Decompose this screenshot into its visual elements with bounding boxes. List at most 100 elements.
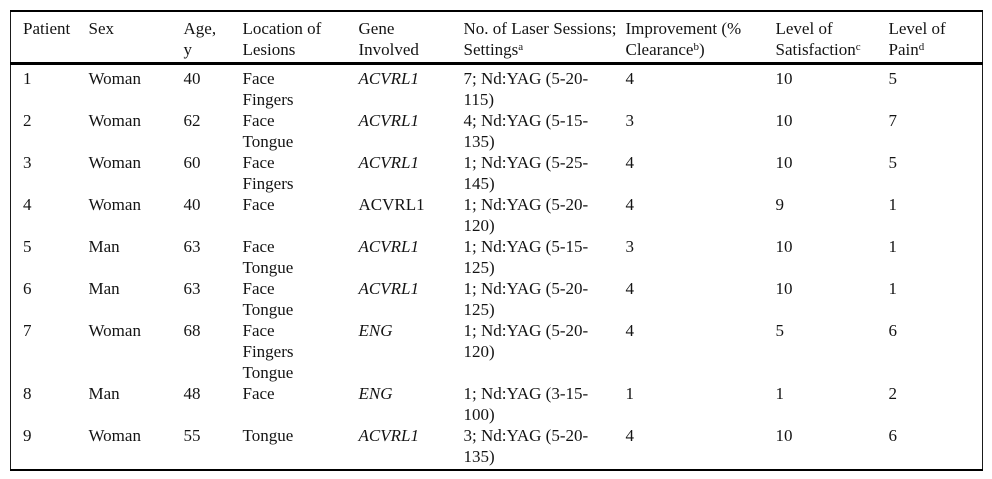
cell-satisfaction: 10 [775,111,793,130]
table-row: 4 Woman 40 Face ACVRL1 1; Nd:YAG (5-20- … [11,194,983,236]
cell-satisfaction: 1 [775,384,785,403]
col-header-location: Location of Lesions [242,11,359,65]
cell-age: 62 [183,111,201,130]
cell-improvement: 1 [625,384,635,403]
footnote-marker-c: c [855,41,861,53]
cell-satisfaction: 10 [775,426,793,445]
cell-location: Face Fingers [242,69,294,109]
cell-patient: 2 [23,111,32,130]
footnote-marker-a: a [518,41,524,53]
cell-sessions: 1; Nd:YAG (5-20- 120) [463,195,589,235]
patient-table-container: Patient Sex Age, y Location of Lesions G… [10,10,992,471]
cell-location: Face Tongue [242,279,294,319]
cell-location: Face [242,195,275,214]
cell-age: 55 [183,426,201,445]
cell-location: Face Fingers Tongue [242,321,294,382]
cell-sessions: 4; Nd:YAG (5-15- 135) [463,111,589,151]
table-header-row: Patient Sex Age, y Location of Lesions G… [10,11,983,65]
cell-sex: Woman [88,153,141,172]
table-row: 6 Man 63 Face Tongue ACVRL1 1; Nd:YAG (5… [11,278,983,320]
cell-improvement: 3 [625,111,635,130]
cell-age: 48 [183,384,201,403]
cell-sex: Woman [88,69,141,88]
table-body: 1 Woman 40 Face Fingers ACVRL1 7; Nd:YAG… [11,64,983,471]
cell-gene: ACVRL1 [358,279,419,298]
cell-age: 68 [183,321,201,340]
col-header-pain: Level of Paind [888,11,983,65]
cell-gene: ENG [358,321,393,340]
cell-improvement: 4 [625,426,635,445]
cell-improvement: 4 [625,195,635,214]
cell-gene: ACVRL1 [358,111,419,130]
patient-data-table: Patient Sex Age, y Location of Lesions G… [10,10,983,471]
cell-sex: Woman [88,321,141,340]
col-header-sessions: No. of Laser Sessions; Settingsa [463,11,626,65]
cell-improvement: 4 [625,69,635,88]
cell-satisfaction: 10 [775,153,793,172]
footnote-marker-b: b [693,41,699,53]
col-header-patient: Patient [10,11,89,65]
cell-age: 60 [183,153,201,172]
cell-improvement: 4 [625,279,635,298]
cell-pain: 5 [888,153,898,172]
cell-pain: 5 [888,69,898,88]
cell-sex: Woman [88,111,141,130]
cell-pain: 6 [888,426,898,445]
col-header-gene: Gene Involved [358,11,464,65]
col-header-age: Age, y [183,11,243,65]
cell-sex: Man [88,237,120,256]
cell-sex: Woman [88,195,141,214]
cell-pain: 1 [888,237,898,256]
cell-pain: 2 [888,384,898,403]
cell-improvement: 4 [625,153,635,172]
cell-gene: ACVRL1 [358,153,419,172]
cell-location: Face [242,384,275,403]
cell-satisfaction: 9 [775,195,785,214]
table-row: 7 Woman 68 Face Fingers Tongue ENG 1; Nd… [11,320,983,383]
cell-sessions: 1; Nd:YAG (5-20- 120) [463,321,589,361]
cell-improvement: 3 [625,237,635,256]
table-row: 2 Woman 62 Face Tongue ACVRL1 4; Nd:YAG … [11,110,983,152]
col-header-improvement: Improvement (% Clearanceb) [625,11,776,65]
cell-age: 63 [183,237,201,256]
cell-pain: 6 [888,321,898,340]
cell-pain: 7 [888,111,898,130]
cell-pain: 1 [888,279,898,298]
cell-satisfaction: 10 [775,279,793,298]
cell-age: 63 [183,279,201,298]
cell-patient: 5 [23,237,32,256]
cell-patient: 7 [23,321,32,340]
cell-satisfaction: 5 [775,321,785,340]
cell-sessions: 3; Nd:YAG (5-20- 135) [463,426,589,466]
cell-pain: 1 [888,195,898,214]
cell-sex: Woman [88,426,141,445]
cell-location: Face Tongue [242,237,294,277]
col-header-satisfaction: Level of Satisfactionc [775,11,889,65]
cell-location: Tongue [242,426,294,445]
cell-sessions: 1; Nd:YAG (5-25- 145) [463,153,589,193]
cell-sex: Man [88,384,120,403]
cell-satisfaction: 10 [775,69,793,88]
table-row: 3 Woman 60 Face Fingers ACVRL1 1; Nd:YAG… [11,152,983,194]
cell-gene: ACVRL1 [358,237,419,256]
cell-gene: ACVRL1 [358,195,425,214]
table-row: 5 Man 63 Face Tongue ACVRL1 1; Nd:YAG (5… [11,236,983,278]
cell-age: 40 [183,69,201,88]
cell-age: 40 [183,195,201,214]
cell-patient: 1 [23,69,32,88]
cell-gene: ACVRL1 [358,69,419,88]
cell-sessions: 1; Nd:YAG (3-15- 100) [463,384,589,424]
table-row: 1 Woman 40 Face Fingers ACVRL1 7; Nd:YAG… [11,64,983,111]
cell-gene: ACVRL1 [358,426,419,445]
footnote-marker-d: d [918,41,925,53]
cell-patient: 3 [23,153,32,172]
cell-patient: 4 [23,195,32,214]
cell-sex: Man [88,279,120,298]
cell-sessions: 1; Nd:YAG (5-20- 125) [463,279,589,319]
cell-location: Face Fingers [242,153,294,193]
col-header-sex: Sex [88,11,184,65]
cell-patient: 8 [23,384,32,403]
cell-sessions: 7; Nd:YAG (5-20- 115) [463,69,589,109]
cell-patient: 6 [23,279,32,298]
cell-satisfaction: 10 [775,237,793,256]
